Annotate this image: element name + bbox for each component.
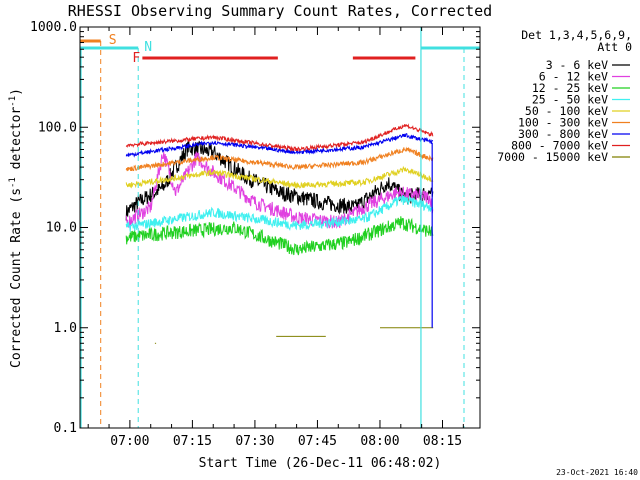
series-line-3 [125,216,434,256]
y-axis: 0.1 1.0 10.0 100.0 1000.0 [30,20,480,436]
legend-entry-label: 25 - 50 keV [532,93,608,107]
legend-entry-label: 300 - 800 keV [518,127,608,141]
flag-label-f: F [132,51,140,66]
x-tick-label: 08:00 [360,434,399,449]
y-tick-label: 10.0 [46,221,77,236]
series-line-6 [125,146,434,172]
y-tick-label: 0.1 [54,421,77,436]
series-line-1 [125,139,434,221]
series-line-7 [125,133,434,158]
series-layer [125,123,434,344]
legend-header-2: Att 0 [597,40,632,54]
x-axis: 07:00 07:15 07:30 07:45 08:00 08:15 [87,27,464,449]
flag-label-s: S [109,33,117,48]
legend-entry-label: 3 - 6 keV [546,58,608,72]
legend-entry-label: 7000 - 15000 keV [497,150,608,164]
chart-title: RHESSI Observing Summary Count Rates, Co… [68,2,492,20]
flag-label-n: N [144,40,152,55]
y-tick-label: 100.0 [38,120,77,135]
x-tick-label: 07:45 [298,434,337,449]
series-line-5 [125,165,434,189]
legend-entry-label: 800 - 7000 keV [511,139,608,153]
x-tick-label: 07:30 [235,434,274,449]
x-axis-label: Start Time (26-Dec-11 06:48:02) [199,456,442,471]
y-tick-label: 1000.0 [30,20,77,35]
legend-entry-label: 100 - 300 keV [518,116,608,130]
flags-layer: S NF [80,27,480,428]
footer-date: 23-Oct-2021 16:40 [556,468,638,477]
legend-entry-label: 12 - 25 keV [532,81,608,95]
series-line-8 [125,123,434,153]
y-tick-label: 1.0 [54,321,77,336]
legend-entry-label: 6 - 12 keV [539,70,608,84]
legend-entry-label: 50 - 100 keV [525,104,608,118]
x-tick-label: 07:15 [173,434,212,449]
legend-header-1: Det 1,3,4,5,6,9, [521,28,632,42]
series-line-2 [125,151,434,230]
y-axis-label: Corrected Count Rate (s-1 detector-1) [8,88,24,368]
x-tick-label: 08:15 [423,434,462,449]
x-tick-label: 07:00 [110,434,149,449]
series-line-4 [125,195,434,232]
